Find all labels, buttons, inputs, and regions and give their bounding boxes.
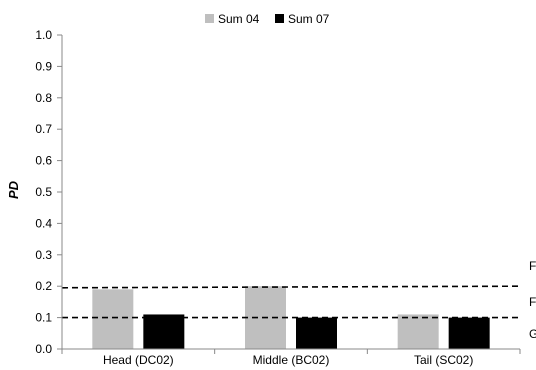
y-tick-label: 0.3: [35, 248, 52, 262]
y-tick-label: 0.0: [35, 342, 52, 356]
x-tick-label: Middle (BC02): [253, 353, 330, 367]
legend-swatch-0: [205, 14, 214, 23]
right-edge-label-0: F: [529, 259, 536, 273]
legend-swatch-1: [275, 14, 284, 23]
right-edge-label-1: F: [529, 295, 536, 309]
right-edge-labels: F F G: [529, 259, 536, 341]
y-tick-label: 0.9: [35, 59, 52, 73]
y-tick-label: 0.6: [35, 154, 52, 168]
y-tick-label: 0.5: [35, 185, 52, 199]
bar-sum-07-1: [296, 317, 337, 349]
bars: [92, 286, 490, 349]
y-axis-ticks: 0.0 0.1 0.2 0.3 0.4 0.5 0.6 0.7 0.8 0.9 1.0: [35, 28, 62, 356]
y-tick-label: 0.7: [35, 122, 52, 136]
bar-sum-04-0: [92, 289, 134, 349]
x-tick-label: Head (DC02): [103, 353, 174, 367]
bar-sum-04-2: [397, 314, 439, 349]
reference-line-0: [61, 285, 521, 289]
x-axis-ticks: Head (DC02) Middle (BC02) Tail (SC02): [61, 349, 521, 367]
y-axis-title: PD: [6, 180, 21, 199]
y-tick-label: 0.1: [35, 311, 52, 325]
y-tick-label: 1.0: [35, 28, 52, 42]
legend-label-0: Sum 04: [218, 12, 260, 26]
legend: Sum 04 Sum 07: [205, 12, 330, 26]
bar-sum-07-0: [143, 314, 185, 349]
x-tick-label: Tail (SC02): [414, 353, 473, 367]
y-tick-label: 0.2: [35, 279, 52, 293]
axes: [61, 35, 520, 350]
legend-label-1: Sum 07: [288, 12, 330, 26]
bar-sum-07-2: [448, 317, 490, 349]
y-tick-label: 0.8: [35, 91, 52, 105]
right-edge-label-2: G: [529, 327, 536, 341]
reference-lines: [61, 285, 521, 319]
y-tick-label: 0.4: [35, 216, 52, 230]
